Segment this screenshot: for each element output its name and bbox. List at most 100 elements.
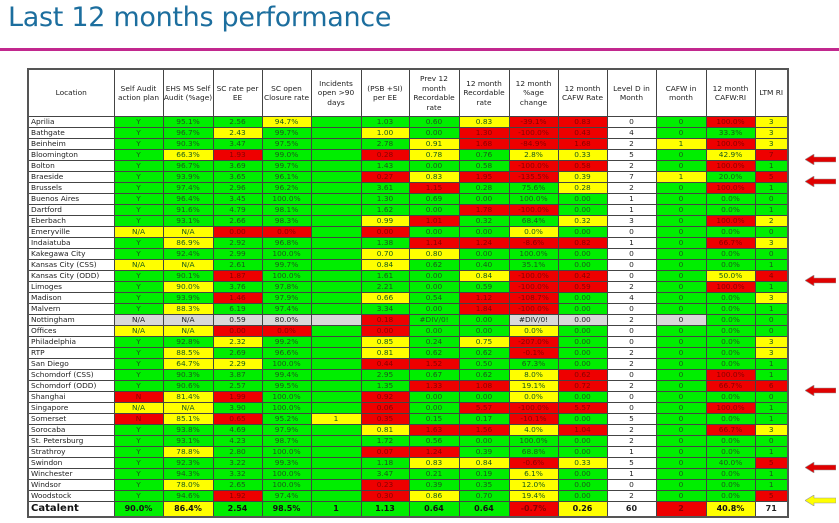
metric-cell: 0.65 bbox=[212, 413, 263, 425]
metric-cell: Y bbox=[113, 457, 164, 469]
metric-cell: 0.00 bbox=[360, 226, 410, 238]
metric-cell: 0 bbox=[655, 457, 707, 469]
location-cell: Offices bbox=[27, 325, 115, 337]
metric-cell: Y bbox=[113, 446, 164, 458]
metric-cell: 0.00 bbox=[458, 435, 510, 447]
red-arrow-left-icon bbox=[804, 172, 837, 188]
metric-cell: 0 bbox=[606, 391, 657, 403]
metric-cell: 5.57 bbox=[557, 402, 608, 414]
metric-cell: 1 bbox=[754, 413, 789, 425]
metric-cell: 99.0% bbox=[261, 149, 312, 161]
metric-cell: 66.7% bbox=[705, 237, 756, 249]
metric-cell: 0.24 bbox=[408, 336, 460, 348]
metric-cell: 0.26 bbox=[557, 501, 608, 518]
metric-cell bbox=[310, 347, 362, 359]
metric-cell: 0.00 bbox=[557, 226, 608, 238]
table-row: Eberbach Y 93.1% 2.66 98.3% 0.99 1.01 0.32 68.4%… bbox=[27, 215, 789, 227]
metric-cell: 94.6% bbox=[162, 490, 214, 502]
metric-cell: 0.62 bbox=[458, 369, 510, 381]
location-cell: Windsor bbox=[27, 479, 115, 491]
metric-cell: 2.32 bbox=[212, 336, 263, 348]
metric-cell: 94.7% bbox=[261, 116, 312, 128]
metric-cell: 0.83 bbox=[408, 457, 460, 469]
metric-cell: 3.47 bbox=[212, 138, 263, 150]
metric-cell: 3.87 bbox=[212, 369, 263, 381]
metric-cell: 0.58 bbox=[557, 160, 608, 172]
metric-cell: 1.92 bbox=[212, 490, 263, 502]
metric-cell: N/A bbox=[113, 259, 164, 271]
table-row: Kansas City (ODD) Y 90.1% 1.87 100.0% 1.61 0.0… bbox=[27, 270, 789, 282]
metric-cell: 0.64 bbox=[408, 501, 460, 518]
metric-cell: 2.54 bbox=[212, 501, 263, 518]
metric-cell: 0.00 bbox=[408, 226, 460, 238]
metric-cell: 4 bbox=[754, 270, 789, 282]
metric-cell: 3.69 bbox=[212, 160, 263, 172]
metric-cell bbox=[310, 259, 362, 271]
metric-cell: 0 bbox=[655, 160, 707, 172]
metric-cell: 0 bbox=[655, 347, 707, 359]
metric-cell: 0.83 bbox=[557, 116, 608, 128]
metric-cell: 3.47 bbox=[360, 468, 410, 480]
metric-cell: 1.93 bbox=[212, 149, 263, 161]
metric-cell: 1 bbox=[754, 369, 789, 381]
metric-cell: 1 bbox=[754, 303, 789, 315]
metric-cell: 5 bbox=[606, 149, 657, 161]
metric-cell: 3.45 bbox=[212, 193, 263, 205]
red-arrow-left-icon bbox=[804, 458, 837, 474]
column-header: (PSB +SI) per EE bbox=[360, 68, 410, 117]
metric-cell: 0.00 bbox=[557, 248, 608, 260]
metric-cell: 3.76 bbox=[212, 281, 263, 293]
location-cell: Philadelphia bbox=[27, 336, 115, 348]
metric-cell: 0.59 bbox=[212, 314, 263, 326]
metric-cell: 3.61 bbox=[360, 182, 410, 194]
metric-cell: 100.0% bbox=[705, 160, 756, 172]
metric-cell: Y bbox=[113, 358, 164, 370]
metric-cell: 0.39 bbox=[408, 479, 460, 491]
metric-cell: Y bbox=[113, 380, 164, 392]
metric-cell: 0.00 bbox=[458, 314, 510, 326]
location-cell: RTP bbox=[27, 347, 115, 359]
metric-cell: -0.7% bbox=[508, 501, 559, 518]
location-cell: Schomdorf (ODD) bbox=[27, 380, 115, 392]
metric-cell: -135.5% bbox=[508, 171, 559, 183]
metric-cell: 1.01 bbox=[408, 215, 460, 227]
yellow-arrow-left-icon bbox=[804, 491, 837, 507]
metric-cell: 1.18 bbox=[360, 457, 410, 469]
metric-cell: 2.66 bbox=[212, 215, 263, 227]
metric-cell: 2.61 bbox=[212, 259, 263, 271]
metric-cell: 0.00 bbox=[458, 226, 510, 238]
metric-cell: 0 bbox=[655, 479, 707, 491]
metric-cell: 1 bbox=[754, 160, 789, 172]
metric-cell: 1.63 bbox=[408, 424, 460, 436]
metric-cell: 2.29 bbox=[212, 358, 263, 370]
metric-cell: 100.0% bbox=[261, 446, 312, 458]
metric-cell bbox=[310, 193, 362, 205]
metric-cell: 0 bbox=[754, 325, 789, 337]
metric-cell: 90.6% bbox=[162, 380, 214, 392]
metric-cell bbox=[310, 149, 362, 161]
metric-cell: 7 bbox=[606, 171, 657, 183]
metric-cell: -100.0% bbox=[508, 204, 559, 216]
metric-cell: Y bbox=[113, 160, 164, 172]
metric-cell: 0.00 bbox=[360, 325, 410, 337]
metric-cell: 0 bbox=[606, 226, 657, 238]
metric-cell: 0 bbox=[606, 248, 657, 260]
metric-cell: 0.0% bbox=[705, 446, 756, 458]
metric-cell bbox=[310, 292, 362, 304]
metric-cell: Y bbox=[113, 435, 164, 447]
metric-cell: 0.76 bbox=[458, 149, 510, 161]
red-arrow-left-icon bbox=[804, 381, 837, 397]
metric-cell bbox=[310, 171, 362, 183]
metric-cell: 0.00 bbox=[458, 391, 510, 403]
metric-cell: 0 bbox=[655, 490, 707, 502]
metric-cell: 0.0% bbox=[261, 226, 312, 238]
metric-cell: 100.0% bbox=[508, 435, 559, 447]
metric-cell: 1 bbox=[754, 182, 789, 194]
metric-cell: 42.9% bbox=[705, 149, 756, 161]
metric-cell: -0.6% bbox=[508, 457, 559, 469]
metric-cell: N/A bbox=[113, 226, 164, 238]
metric-cell: 0.60 bbox=[408, 116, 460, 128]
metric-cell: 6.1% bbox=[508, 468, 559, 480]
metric-cell: -108.7% bbox=[508, 292, 559, 304]
metric-cell: 0.0% bbox=[508, 391, 559, 403]
